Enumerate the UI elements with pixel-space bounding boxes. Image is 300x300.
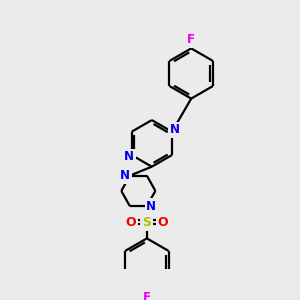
- Text: O: O: [158, 216, 168, 229]
- Text: F: F: [187, 33, 195, 46]
- Text: O: O: [125, 216, 136, 229]
- Text: F: F: [143, 291, 151, 300]
- Text: N: N: [170, 123, 180, 136]
- Text: S: S: [142, 216, 152, 229]
- Text: N: N: [146, 200, 156, 213]
- Text: N: N: [120, 169, 130, 182]
- Text: N: N: [124, 150, 134, 163]
